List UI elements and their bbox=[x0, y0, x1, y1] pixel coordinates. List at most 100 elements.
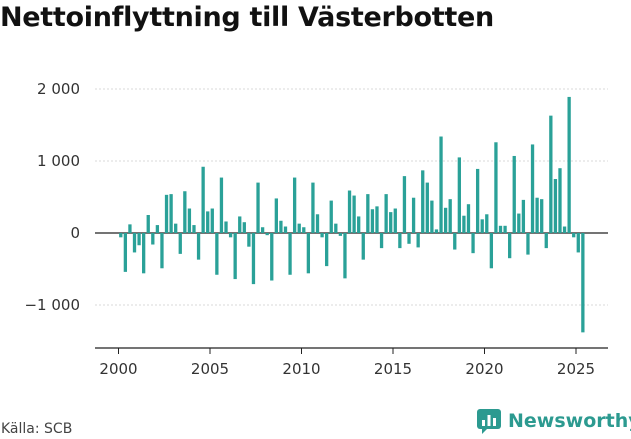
bar bbox=[192, 225, 196, 233]
bar bbox=[576, 233, 580, 253]
bar bbox=[247, 233, 251, 247]
bar bbox=[572, 233, 576, 238]
bar bbox=[137, 233, 141, 246]
bar bbox=[201, 166, 205, 233]
bar bbox=[526, 233, 530, 255]
bar bbox=[453, 233, 457, 250]
bar bbox=[315, 214, 320, 233]
bar bbox=[475, 168, 480, 233]
x-tick-label: 2010 bbox=[282, 360, 320, 378]
bar bbox=[132, 233, 137, 253]
bar bbox=[553, 179, 558, 233]
x-tick-label: 2020 bbox=[465, 360, 503, 378]
y-tick-label: 0 bbox=[70, 224, 80, 242]
bar bbox=[457, 157, 461, 233]
bar bbox=[228, 233, 233, 238]
bar bbox=[183, 191, 187, 233]
bar bbox=[411, 197, 416, 233]
bar bbox=[119, 233, 123, 238]
bar bbox=[169, 194, 173, 233]
bar bbox=[521, 199, 526, 233]
bar bbox=[178, 233, 182, 254]
bar bbox=[366, 194, 370, 233]
bar bbox=[288, 233, 292, 275]
bar bbox=[320, 233, 324, 238]
bar bbox=[279, 220, 283, 233]
bar bbox=[430, 200, 434, 233]
bar bbox=[375, 206, 379, 233]
bar bbox=[242, 222, 246, 233]
bar bbox=[379, 233, 384, 249]
bar bbox=[311, 182, 315, 233]
bar bbox=[370, 209, 375, 233]
bar bbox=[471, 233, 475, 254]
bar bbox=[292, 177, 297, 233]
bar bbox=[402, 176, 407, 233]
bar bbox=[334, 223, 338, 233]
x-tick-label: 2025 bbox=[557, 360, 595, 378]
bar bbox=[260, 227, 265, 233]
bar bbox=[164, 194, 169, 233]
bar bbox=[329, 200, 333, 233]
bar bbox=[434, 229, 439, 233]
bars bbox=[119, 96, 585, 333]
newsworthy-icon bbox=[477, 409, 501, 434]
bar bbox=[142, 233, 146, 274]
chart-title: Nettoinflyttning till Västerbotten bbox=[0, 2, 494, 33]
bar bbox=[151, 233, 155, 245]
bar bbox=[567, 96, 571, 233]
bar bbox=[512, 155, 516, 233]
bar bbox=[187, 208, 192, 233]
bar bbox=[160, 233, 164, 269]
bar bbox=[219, 177, 224, 233]
bar bbox=[416, 233, 420, 248]
bar bbox=[530, 144, 535, 233]
bar bbox=[270, 233, 274, 281]
bar bbox=[283, 226, 288, 233]
y-axis-labels: 2 000 1 000 0 −1 000 bbox=[24, 80, 80, 314]
bar bbox=[306, 233, 311, 274]
bar bbox=[155, 225, 160, 233]
bar bbox=[251, 233, 256, 285]
bar bbox=[128, 224, 132, 233]
bar bbox=[562, 226, 567, 233]
x-tick-label: 2015 bbox=[374, 360, 412, 378]
bar bbox=[174, 223, 178, 233]
bar bbox=[343, 233, 347, 279]
bar bbox=[123, 233, 128, 272]
bar bbox=[384, 194, 388, 233]
bar bbox=[480, 219, 484, 233]
bar bbox=[535, 197, 539, 233]
bar bbox=[206, 211, 210, 233]
bar bbox=[393, 208, 397, 233]
bar bbox=[508, 233, 512, 259]
bar bbox=[389, 212, 393, 233]
bar bbox=[489, 233, 494, 269]
x-axis: 2000 2005 2010 2015 2020 2025 bbox=[95, 347, 608, 378]
bar bbox=[549, 115, 553, 233]
bar bbox=[233, 233, 237, 280]
bar bbox=[540, 199, 544, 233]
bar bbox=[210, 208, 214, 233]
bar bbox=[494, 142, 498, 233]
bar bbox=[503, 225, 507, 233]
bar bbox=[498, 225, 503, 233]
y-tick-label: −1 000 bbox=[24, 296, 80, 314]
bar bbox=[421, 170, 425, 233]
bar bbox=[256, 182, 260, 233]
source-note: Källa: SCB bbox=[1, 421, 73, 437]
bar bbox=[466, 204, 471, 233]
newsworthy-logo[interactable]: Newsworthy bbox=[476, 408, 631, 434]
x-tick-label: 2000 bbox=[99, 360, 137, 378]
bar bbox=[274, 198, 278, 233]
bar bbox=[544, 233, 548, 249]
bar bbox=[485, 214, 489, 233]
bar bbox=[302, 227, 306, 233]
bar bbox=[352, 195, 356, 233]
bar bbox=[215, 233, 219, 275]
brand-name: Newsworthy bbox=[508, 410, 631, 432]
y-tick-label: 2 000 bbox=[37, 80, 80, 98]
bar bbox=[581, 233, 585, 333]
bar bbox=[361, 233, 365, 260]
